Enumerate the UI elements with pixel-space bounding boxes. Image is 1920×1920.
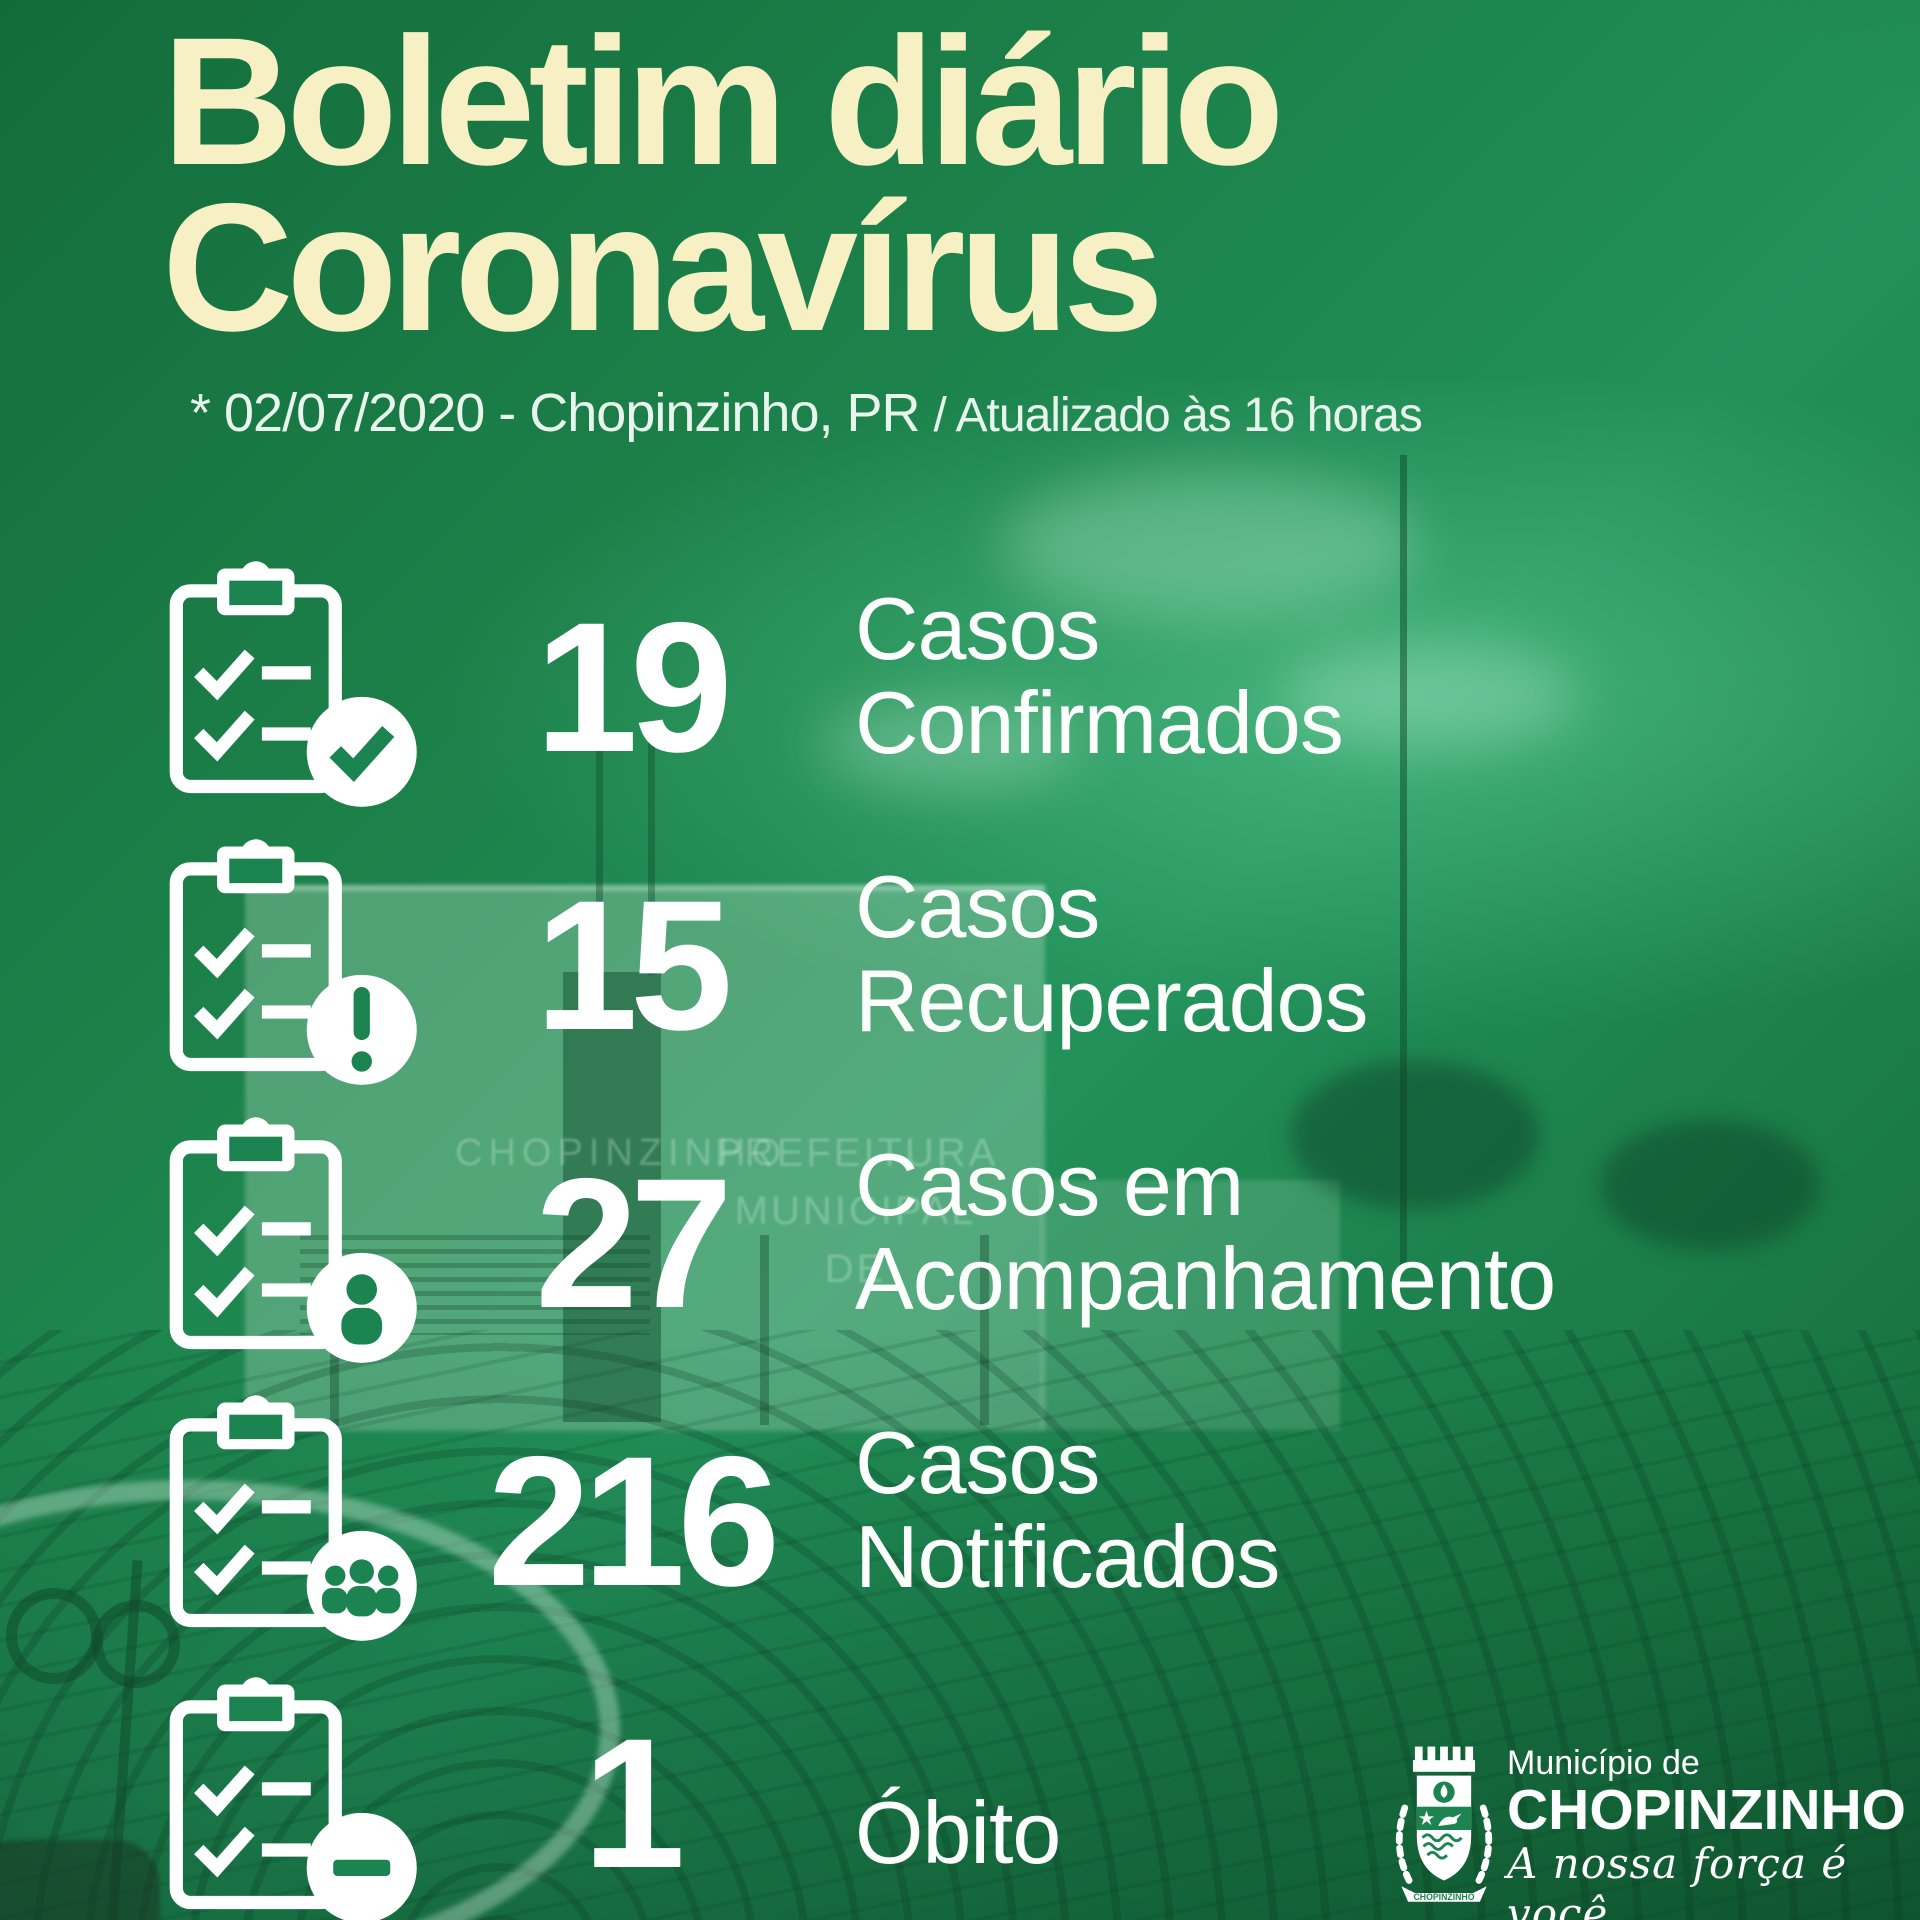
clipboard-people-icon (160, 1386, 417, 1641)
page-title-line1: Boletim diário (162, 0, 1284, 203)
stat-row-casos-confirmados: 19 Casos Confirmados (160, 552, 1880, 830)
bulletin-subtitle: * 02/07/2020 - Chopinzinho, PR / Atualiz… (190, 382, 1423, 444)
clipboard-exclamation-icon (160, 830, 417, 1085)
chopinzinho-coat-of-arms-icon: CHOPINZINHO (1395, 1746, 1493, 1902)
stat-row-casos-em-acompanhamento: 27 Casos em Acompanhamento (160, 1108, 1880, 1386)
stat-label: Casos Notificados (855, 1413, 1280, 1606)
municipality-logo: CHOPINZINHO Município de CHOPINZINHO A n… (1385, 1735, 1907, 1920)
municipality-tagline: A nossa força é você (1507, 1839, 1848, 1920)
crest-banner-text: CHOPINZINHO (1413, 1892, 1474, 1902)
municipality-name: CHOPINZINHO (1507, 1778, 1906, 1842)
stat-label: Óbito (855, 1783, 1061, 1882)
stat-value: 27 (535, 1141, 733, 1347)
page-title: Boletim diário Coronavírus (162, 0, 1284, 369)
municipality-label: Município de (1507, 1744, 1700, 1782)
stat-value: 15 (535, 863, 733, 1069)
stat-row-casos-recuperados: 15 Casos Recuperados (160, 830, 1880, 1108)
stat-row-obito: 1 Óbito (160, 1668, 1880, 1920)
stat-label: Casos em Acompanhamento (855, 1135, 1556, 1328)
page-title-line2: Coronavírus (162, 165, 1164, 369)
stat-value: 19 (535, 585, 733, 791)
clipboard-check-icon (160, 552, 430, 807)
stat-value: 216 (487, 1419, 781, 1625)
stat-row-casos-notificados: 216 Casos Notificados (160, 1386, 1880, 1664)
clipboard-person-icon (160, 1108, 417, 1363)
stat-label: Casos Confirmados (855, 579, 1344, 772)
stat-label: Casos Recuperados (855, 857, 1368, 1050)
bulletin-updated-time: / Atualizado às 16 horas (933, 389, 1423, 442)
clipboard-minus-icon (160, 1668, 417, 1920)
stat-value: 1 (582, 1701, 686, 1907)
bulletin-date-location: * 02/07/2020 - Chopinzinho, PR (190, 383, 934, 443)
municipality-logo-text: Município de CHOPINZINHO A nossa força é… (1507, 1745, 1907, 1920)
